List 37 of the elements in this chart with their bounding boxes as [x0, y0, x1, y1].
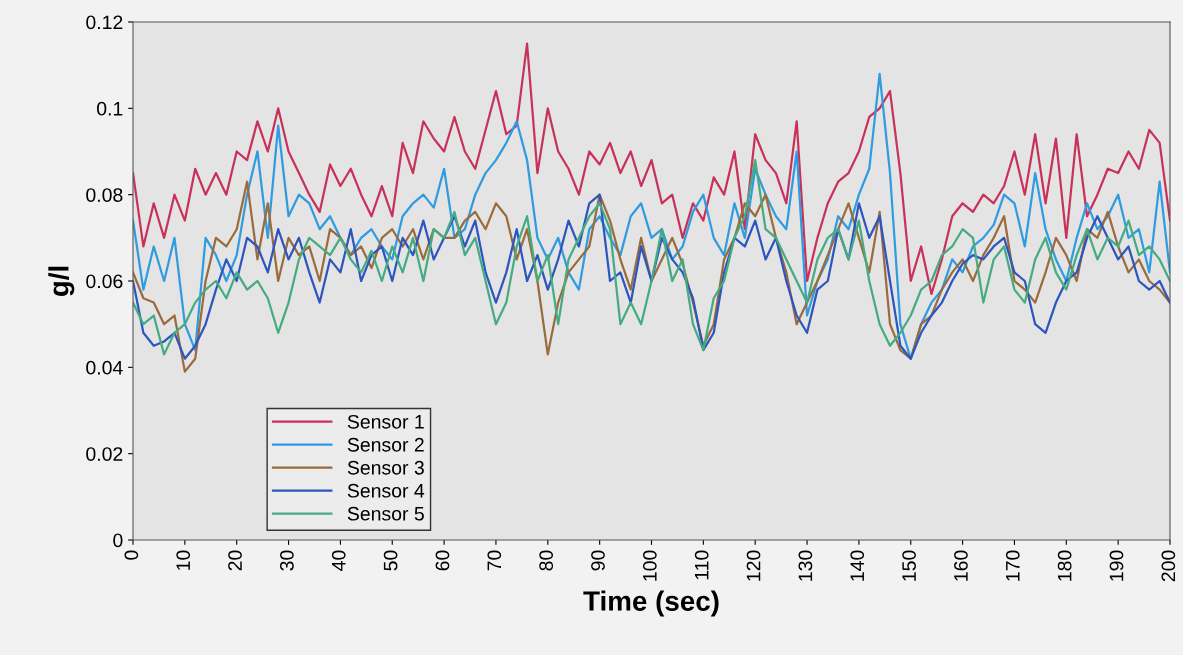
line-series	[133, 42, 1170, 296]
y-tick-label: 0.04	[86, 360, 123, 375]
x-tick-label: 20	[228, 550, 242, 571]
y-axis-title: g/l	[48, 266, 75, 297]
x-tick-label: 80	[539, 550, 554, 571]
y-tick-label: 0.06	[86, 274, 123, 289]
y-tick-label: 0	[113, 533, 123, 548]
y-tick-label: 0.12	[86, 15, 123, 30]
x-tick-label: 10	[176, 550, 191, 570]
x-tick-label: 30	[280, 550, 294, 571]
legend-label: Sensor 4	[347, 483, 425, 498]
legend-label: Sensor 3	[347, 460, 424, 475]
x-tick-label: 160	[954, 550, 968, 581]
x-tick-label: 120	[746, 550, 761, 581]
line-series	[133, 159, 1170, 356]
y-tick-label: 0.1	[97, 101, 123, 116]
x-tick-label: 70	[487, 550, 502, 571]
x-tick-label: 90	[591, 550, 605, 571]
x-tick-label: 110	[694, 550, 709, 580]
x-tick-label: 40	[331, 550, 346, 571]
x-tick-label: 170	[1005, 550, 1020, 581]
legend-label: Sensor 5	[347, 506, 424, 521]
x-tick-label: 200	[1161, 550, 1176, 582]
y-tick-label: 0.08	[86, 188, 123, 202]
x-tick-label: 0	[124, 550, 139, 560]
x-tick-label: 60	[435, 550, 450, 571]
x-tick-label: 140	[850, 550, 865, 581]
legend-label: Sensor 1	[347, 414, 424, 429]
x-axis-title: Time (sec)	[583, 590, 719, 617]
y-tick-label: 0.02	[86, 447, 123, 461]
x-tick-label: 100	[642, 550, 657, 581]
x-tick-label: 150	[902, 550, 916, 581]
x-tick-label: 50	[383, 550, 398, 571]
x-tick-label: 130	[798, 550, 813, 581]
x-tick-label: 180	[1057, 550, 1072, 581]
legend-label: Sensor 2	[347, 437, 424, 452]
x-tick-label: 190	[1109, 550, 1124, 581]
